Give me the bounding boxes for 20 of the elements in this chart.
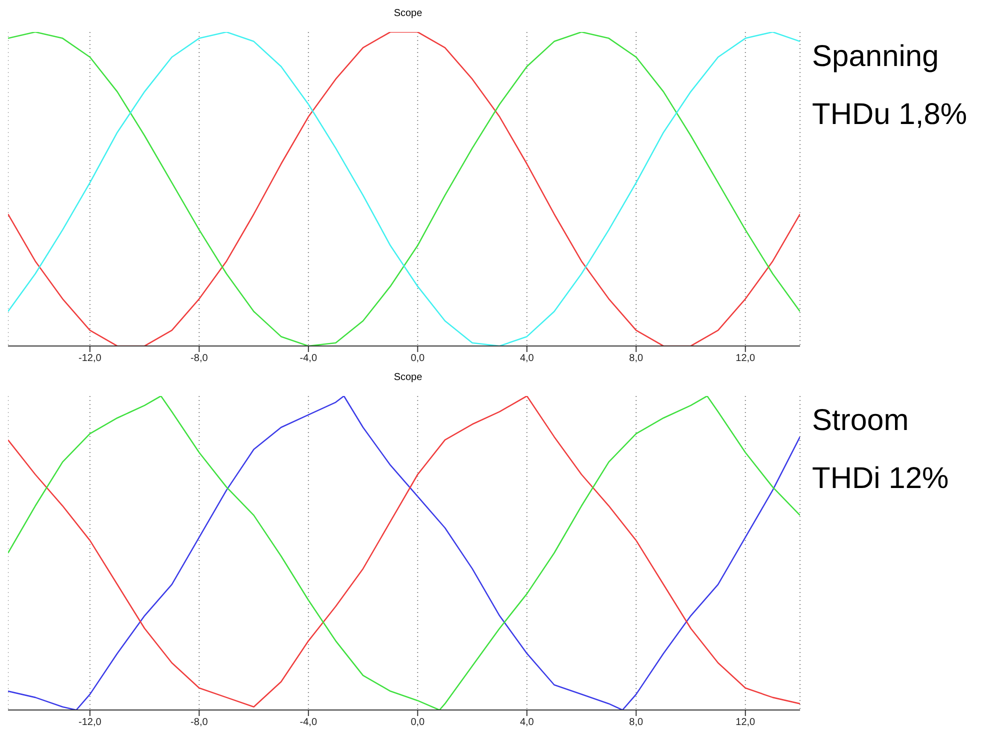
text: Stroom [812, 403, 910, 439]
x-tick-label: -12,0 [78, 717, 102, 728]
x-tick-label: 8,0 [629, 353, 644, 364]
text: Spanning [812, 39, 940, 75]
x-tick-label: 0,0 [410, 717, 426, 728]
x-tick-label: 12,0 [736, 353, 756, 364]
x-tick-label: -8,0 [190, 717, 208, 728]
text: THDu 1,8% [812, 97, 968, 133]
x-tick-label: 0,0 [410, 353, 426, 364]
chart-title: Scope [392, 8, 424, 21]
x-tick-label: 4,0 [520, 717, 534, 728]
x-tick-label: 4,0 [520, 353, 534, 364]
x-tick-label: -4,0 [300, 353, 318, 364]
chart-title: Scope [392, 372, 424, 385]
x-tick-label: -8,0 [190, 353, 208, 364]
x-tick-label: 8,0 [629, 717, 644, 728]
x-tick-label: -12,0 [78, 353, 102, 364]
x-tick-label: -4,0 [300, 717, 318, 728]
text: THDi 12% [812, 461, 949, 497]
x-tick-label: 12,0 [736, 717, 756, 728]
